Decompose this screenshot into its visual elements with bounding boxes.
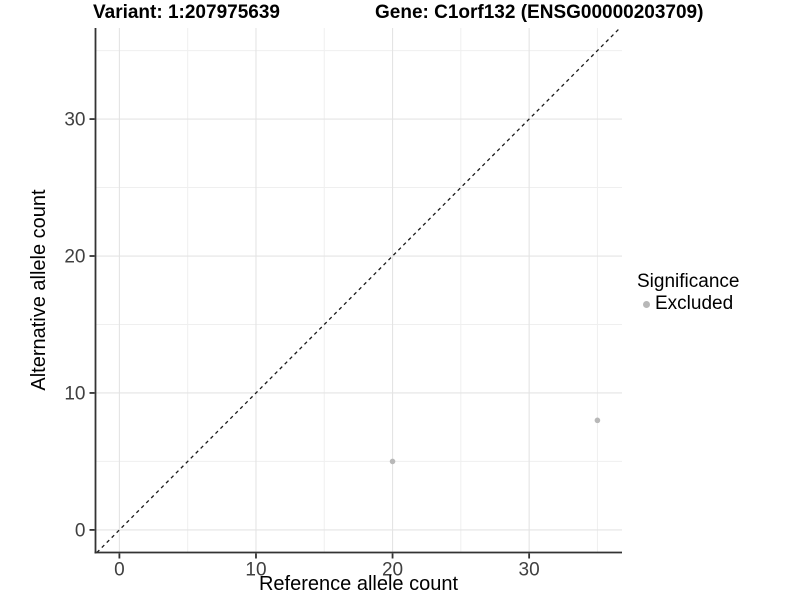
x-axis-title: Reference allele count — [258, 573, 458, 595]
identity-dashed-line — [96, 27, 621, 553]
x-tick-label: 20 — [382, 560, 403, 581]
data-point — [594, 417, 601, 424]
data-point — [389, 458, 396, 465]
y-tick-label: 0 — [75, 520, 86, 541]
gene-title: Gene: C1orf132 (ENSG00000203709) — [375, 2, 704, 23]
legend: Significance Excluded — [637, 270, 739, 315]
y-tick-label: 20 — [64, 247, 85, 268]
legend-item-label: Excluded — [655, 293, 734, 314]
excluded-point-icon — [643, 300, 650, 308]
x-tick-label: 0 — [114, 560, 125, 581]
y-axis-title: Alternative allele count — [28, 189, 50, 391]
legend-title: Significance — [637, 271, 740, 292]
y-tick-label: 30 — [64, 110, 85, 131]
x-tick-label: 10 — [245, 560, 266, 581]
y-tick-label: 10 — [64, 383, 85, 404]
legend-item-excluded: Excluded — [637, 293, 739, 315]
variant-title: Variant: 1:207975639 — [93, 2, 280, 23]
x-tick-label: 30 — [519, 560, 540, 581]
